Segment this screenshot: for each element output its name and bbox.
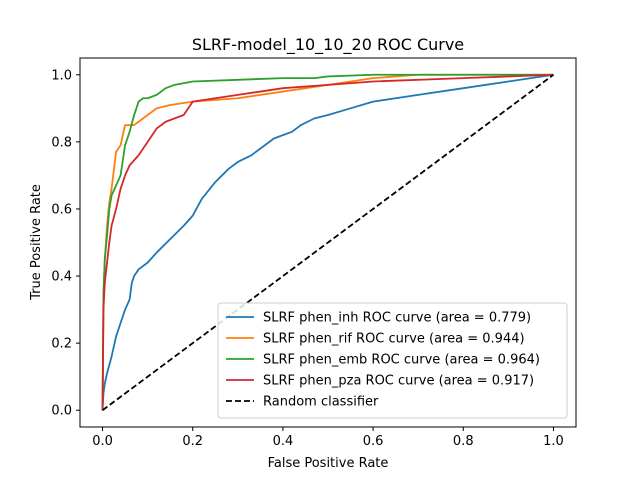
x-tick-label: 0.6 — [363, 434, 384, 449]
plot-frame — [79, 57, 577, 428]
series-line-0 — [101, 73, 554, 411]
x-tick-label: 0.0 — [92, 434, 113, 449]
series-line-1 — [101, 73, 554, 411]
x-tick-label: 0.4 — [273, 434, 294, 449]
x-tick-label: 0.2 — [182, 434, 203, 449]
legend-label: Random classifier — [263, 395, 379, 410]
y-tick-label: 0.4 — [51, 270, 72, 285]
series-line-4 — [102, 74, 554, 411]
legend-label: SLRF phen_emb ROC curve (area = 0.964) — [263, 353, 540, 368]
y-tick-label: 0.8 — [51, 135, 72, 150]
x-axis-label: False Positive Rate — [268, 456, 389, 471]
y-tick-label: 1.0 — [51, 68, 72, 83]
x-axis: 0.0 0.2 0.4 0.6 0.8 1.0 — [92, 427, 564, 449]
legend: SLRF phen_inh ROC curve (area = 0.779) SL… — [217, 302, 568, 419]
series-line-2 — [101, 73, 554, 411]
y-axis: 0.0 0.2 0.4 0.6 0.8 1.0 — [51, 68, 80, 419]
y-tick-label: 0.6 — [51, 202, 72, 217]
legend-label: SLRF phen_inh ROC curve (area = 0.779) — [263, 311, 531, 326]
chart-title: SLRF-model_10_10_20 ROC Curve — [192, 35, 464, 55]
series-line-3 — [101, 73, 554, 411]
legend-box — [217, 302, 568, 419]
x-tick-label: 0.8 — [453, 434, 474, 449]
y-tick-label: 0.2 — [51, 337, 72, 352]
y-tick-label: 0.0 — [51, 404, 72, 419]
y-axis-label: True Positive Rate — [29, 184, 44, 301]
legend-label: SLRF phen_pza ROC curve (area = 0.917) — [263, 374, 534, 389]
x-tick-label: 1.0 — [543, 434, 564, 449]
series-lines — [101, 73, 554, 411]
legend-label: SLRF phen_rif ROC curve (area = 0.944) — [263, 332, 525, 347]
